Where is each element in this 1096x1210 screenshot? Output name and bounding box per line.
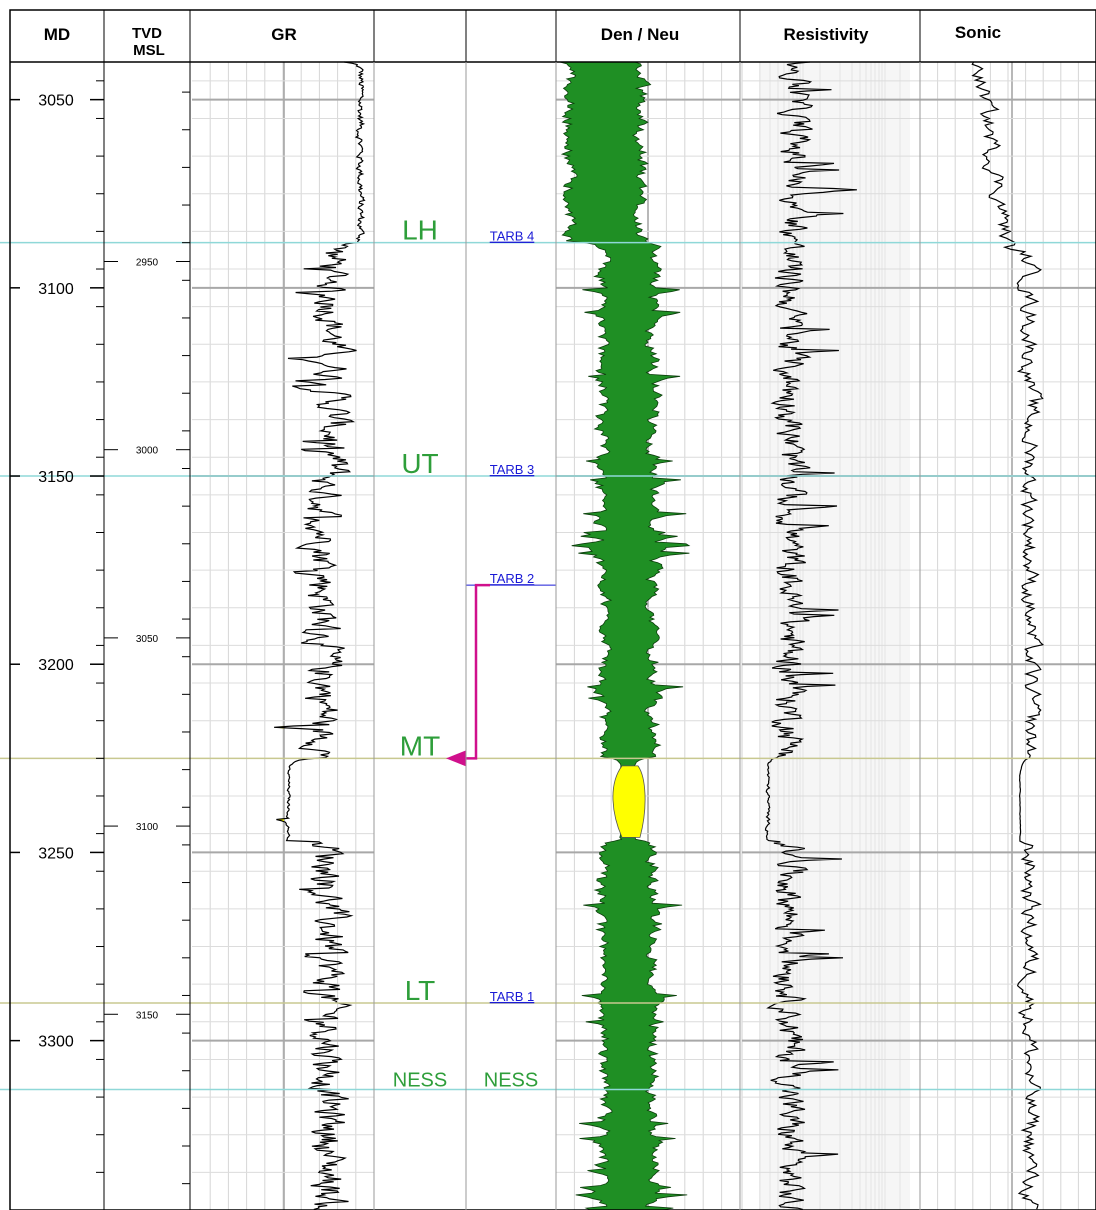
tvd-tick-label: 3050 <box>136 634 159 645</box>
header-tvd-msl: MSL <box>133 42 165 59</box>
md-tick-label: 3100 <box>38 281 74 298</box>
header-md: MD <box>44 25 70 44</box>
md-tick-label: 3050 <box>38 93 74 110</box>
top-label: TARB 3 <box>490 462 535 477</box>
header-resistivity: Resistivity <box>783 25 869 44</box>
md-tick-label: 3150 <box>38 469 74 486</box>
outer-border <box>9 9 1096 1210</box>
frame <box>9 9 1096 1210</box>
log-shading <box>760 62 910 1210</box>
md-tick-label: 3200 <box>38 657 74 674</box>
top-label: TARB 2 <box>490 571 535 586</box>
gr-curve <box>274 61 366 1210</box>
sonic-curve <box>971 61 1045 1210</box>
md-depth-axis: 3050 3100 3150 3200 3250 3300 <box>10 62 105 1210</box>
top-label: NESS <box>484 1070 538 1092</box>
header-row: MD TVD MSL GR Den / Neu Resistivity Soni… <box>44 23 1001 59</box>
zone-label: LT <box>405 975 436 1006</box>
top-label: TARB 4 <box>490 229 535 244</box>
header-sonic: Sonic <box>955 23 1001 42</box>
resistivity-curve <box>764 61 857 1210</box>
arrow-head <box>446 750 466 767</box>
crossover-fill <box>612 765 646 838</box>
horizon-lines <box>0 241 1096 1091</box>
tvd-tick-label: 3000 <box>136 446 159 457</box>
zone-labels: LH UT MT LT NESS TARB 4 TARB 3 TARB 2 TARB 1 NESS <box>393 215 538 1092</box>
zone-label: LH <box>402 215 438 246</box>
top-label: TARB 1 <box>490 989 535 1004</box>
log-curves <box>274 61 1045 1210</box>
tvd-depth-axis: 2950 3000 3050 3100 3150 <box>104 62 191 1210</box>
zone-label: MT <box>400 730 440 761</box>
correlation-arrow <box>466 583 490 760</box>
density-neutron-fill <box>559 61 691 1210</box>
tvd-tick-label: 2950 <box>136 257 159 268</box>
md-tick-label: 3300 <box>38 1034 74 1051</box>
header-gr: GR <box>271 25 297 44</box>
header-den-neu: Den / Neu <box>601 25 679 44</box>
zone-label: UT <box>401 448 438 479</box>
tvd-tick-label: 3100 <box>136 822 159 833</box>
tvd-tick-label: 3150 <box>136 1010 159 1021</box>
zone-label: NESS <box>393 1070 447 1092</box>
header-tvd: TVD <box>132 25 162 42</box>
md-tick-label: 3250 <box>38 845 74 862</box>
